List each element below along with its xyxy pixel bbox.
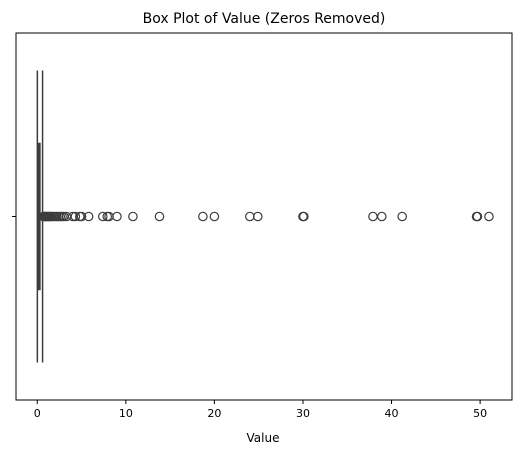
x-tick-label: 30 xyxy=(296,407,310,420)
outlier-point xyxy=(128,211,138,222)
outlier-point xyxy=(98,211,108,222)
outlier-point xyxy=(112,211,122,222)
outlier-point xyxy=(376,211,387,222)
x-tick-label: 10 xyxy=(119,407,133,420)
outlier-point xyxy=(368,211,378,222)
outlier-point xyxy=(245,211,255,222)
outlier-point xyxy=(209,211,220,222)
outlier-point xyxy=(252,211,263,222)
x-tick-label: 50 xyxy=(473,407,487,420)
x-tick-label: 0 xyxy=(34,407,41,420)
x-tick-label: 40 xyxy=(385,407,399,420)
outlier-point xyxy=(70,211,81,222)
outlier-point xyxy=(484,211,494,222)
x-tick-label: 20 xyxy=(207,407,221,420)
outlier-point xyxy=(299,211,309,222)
axes: 0 10 20 30 40 50 xyxy=(12,32,513,420)
chart-title: Box Plot of Value (Zeros Removed) xyxy=(143,11,386,27)
plot-frame xyxy=(15,32,513,401)
outlier-point xyxy=(472,211,483,222)
outlier-point xyxy=(154,211,165,222)
x-axis-label: Value xyxy=(247,431,280,445)
outlier-point xyxy=(83,211,94,222)
outlier-point xyxy=(397,211,407,222)
plot-marks xyxy=(36,70,494,363)
outlier-point xyxy=(76,211,87,222)
outlier-point xyxy=(198,211,208,222)
